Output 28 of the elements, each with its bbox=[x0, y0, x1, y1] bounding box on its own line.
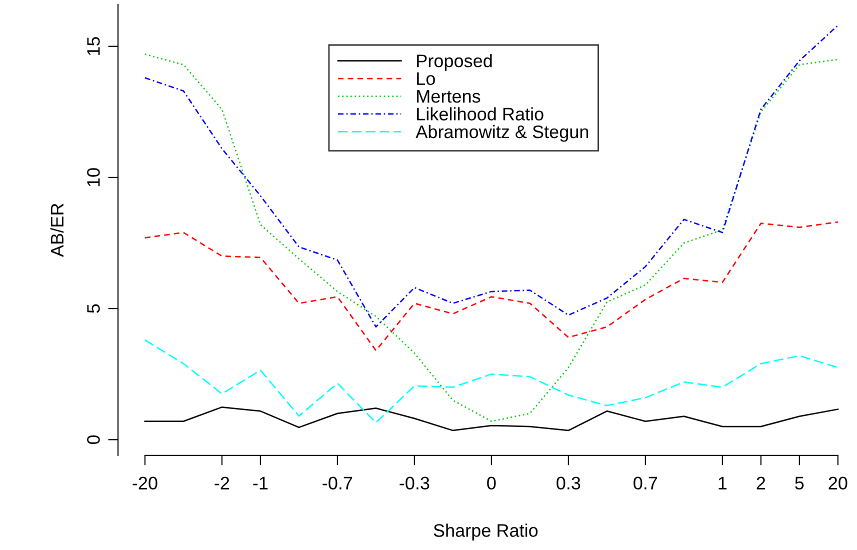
y-tick-label: 0 bbox=[87, 435, 100, 444]
line-series bbox=[144, 54, 839, 422]
y-tick-label: 15 bbox=[87, 37, 100, 56]
line-series bbox=[144, 221, 839, 352]
x-tick-label: -2 bbox=[214, 476, 230, 490]
x-tick-label: 5 bbox=[795, 476, 804, 490]
x-tick-label: -20 bbox=[132, 476, 158, 490]
legend-label: Mertens bbox=[417, 90, 480, 103]
line-series bbox=[144, 24, 839, 328]
x-tick-label: 0 bbox=[487, 476, 496, 490]
legend-label: Abramowitz & Stegun bbox=[416, 124, 588, 142]
y-axis-title: AB/ER bbox=[50, 204, 64, 257]
x-tick-label: -0.7 bbox=[322, 476, 352, 490]
x-tick-label: 20 bbox=[828, 476, 848, 490]
x-tick-label: 0.7 bbox=[634, 476, 658, 490]
x-tick-label: 1 bbox=[718, 476, 727, 490]
x-tick-label: -1 bbox=[253, 476, 268, 490]
y-tick-label: 10 bbox=[87, 168, 100, 186]
x-tick-label: -0.3 bbox=[400, 476, 430, 490]
x-tick-label: 2 bbox=[756, 476, 766, 490]
x-tick-label: 0.3 bbox=[556, 476, 580, 490]
legend-label: Proposed bbox=[417, 54, 492, 71]
x-axis-title: Sharpe Ratio bbox=[434, 524, 538, 540]
line-series bbox=[144, 406, 839, 432]
line-series bbox=[144, 339, 839, 424]
legend-label: Likelihood Ratio bbox=[417, 107, 544, 120]
y-tick-label: 5 bbox=[87, 304, 100, 313]
legend-label: Lo bbox=[417, 72, 435, 86]
